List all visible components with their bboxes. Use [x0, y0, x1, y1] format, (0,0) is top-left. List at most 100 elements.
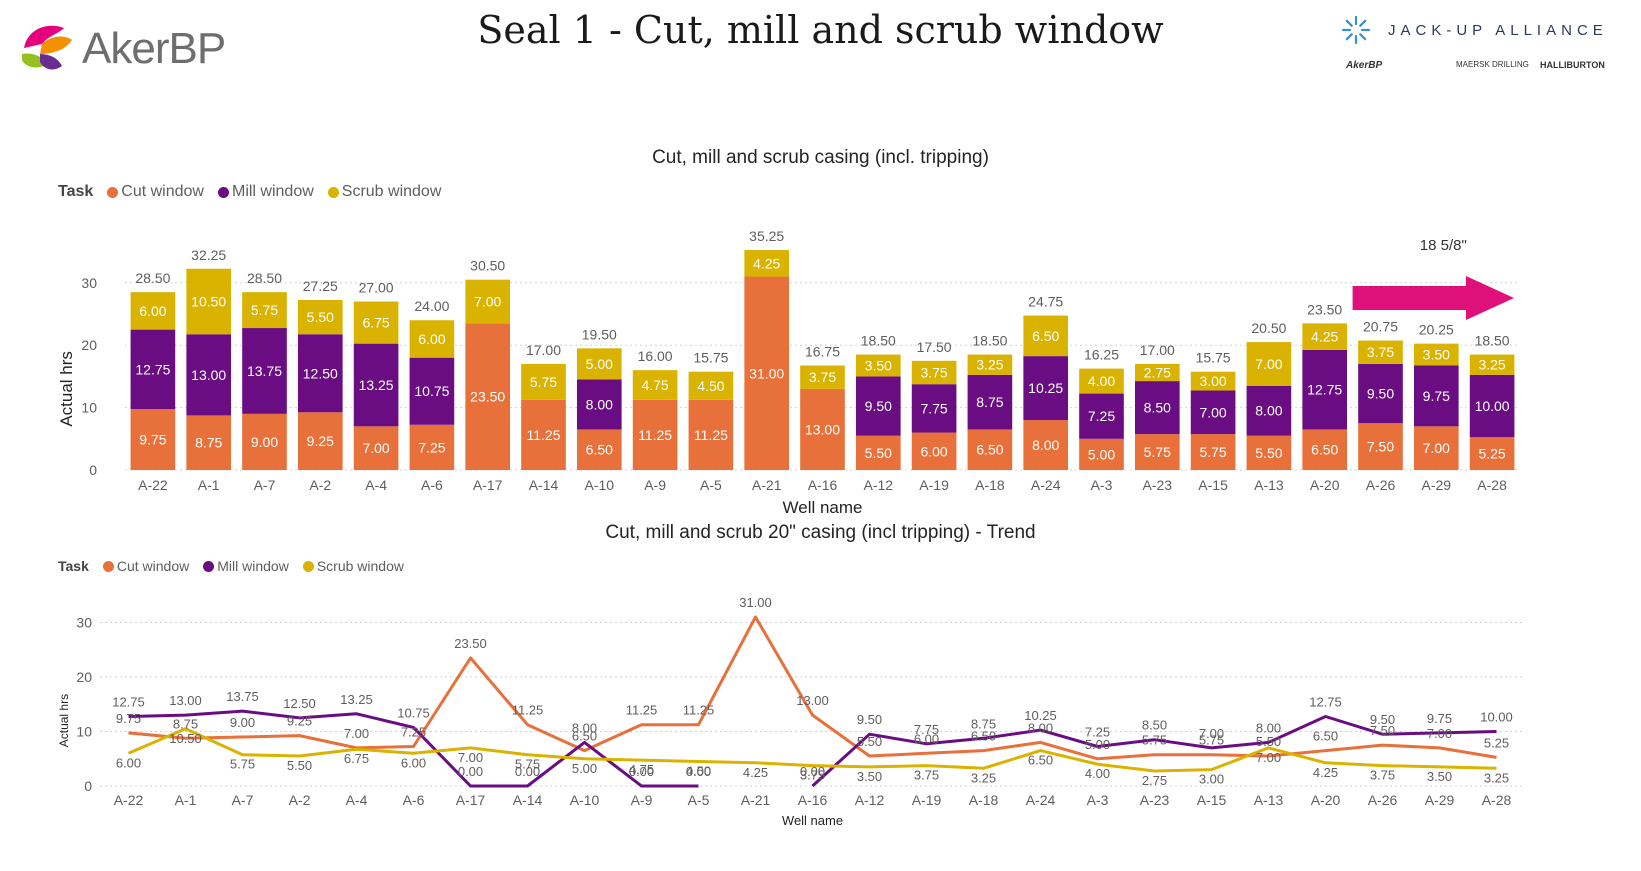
- x-tick-label: A-1: [175, 792, 197, 808]
- data-label-mill: 13.00: [191, 367, 226, 383]
- x-tick-label: A-14: [513, 792, 543, 808]
- x-tick-label: A-9: [644, 477, 666, 493]
- bar-segment-scrub: [186, 268, 232, 335]
- legend-item-mill[interactable]: Mill window: [217, 183, 314, 201]
- bar-total-label: 17.50: [917, 339, 952, 355]
- x-tick-label: A-23: [1143, 477, 1173, 493]
- bar-segment-cut: [130, 409, 176, 470]
- bar-segment-scrub: [1023, 315, 1069, 357]
- bar-segment-cut: [353, 426, 399, 470]
- legend-item-cut[interactable]: Cut window: [107, 183, 204, 201]
- akerbp-logo-mark: [22, 25, 72, 70]
- bar-segment-scrub: [242, 292, 287, 329]
- data-label-cut: 6.00: [920, 443, 947, 459]
- data-label-mill: 9.50: [865, 398, 892, 414]
- data-label-cut: 7.00: [1423, 440, 1450, 456]
- data-label-cut: 23.50: [454, 636, 487, 651]
- data-label-cut: 5.00: [1088, 446, 1115, 462]
- line-chart: 0 10 20 30 Actual hrs Well name A-22 A-1 A-7 A-2 A…: [57, 595, 1525, 828]
- legend-dot-scrub: [327, 186, 339, 198]
- y-tick-label: 0: [84, 778, 92, 794]
- bar-segment-scrub: [1413, 343, 1459, 366]
- data-label-scrub: 3.00: [1199, 373, 1226, 389]
- bar-chart-title: Cut, mill and scrub casing (incl. trippi…: [652, 147, 989, 168]
- data-label-scrub: 4.25: [753, 255, 780, 271]
- x-tick-label: A-29: [1425, 792, 1455, 808]
- x-tick-label: A-4: [346, 792, 368, 808]
- legend-item-scrub[interactable]: Scrub window: [327, 183, 442, 201]
- data-label-mill: 13.75: [247, 363, 282, 379]
- legend-label-scrub: Scrub window: [341, 183, 442, 200]
- legend-item-scrub[interactable]: Scrub window: [302, 558, 404, 574]
- data-label-scrub: 3.50: [1423, 347, 1450, 363]
- x-tick-label: A-22: [138, 477, 168, 493]
- data-label-mill: 13.75: [226, 689, 259, 704]
- x-tick-label: A-9: [631, 792, 653, 808]
- x-tick-label: A-12: [864, 477, 894, 493]
- annotation-arrow: [1352, 276, 1514, 320]
- bar-segment-cut: [1358, 423, 1403, 470]
- bar-segment-scrub: [744, 250, 790, 277]
- legend-label-scrub: Scrub window: [316, 558, 404, 574]
- data-label-scrub: 6.50: [1028, 753, 1053, 768]
- bar-segment-cut: [800, 388, 845, 470]
- legend-label-mill: Mill window: [217, 558, 289, 574]
- data-label-scrub: 4.25: [1313, 765, 1338, 780]
- data-label-cut: 9.00: [251, 434, 278, 450]
- data-label-cut: 8.00: [1028, 720, 1053, 735]
- data-label-scrub: 3.25: [976, 357, 1003, 373]
- bar-segment-mill: [967, 374, 1013, 430]
- bar-segment-scrub: [1134, 363, 1180, 382]
- bar-total-label: 16.25: [1084, 347, 1119, 363]
- bar-segment-cut: [855, 435, 901, 470]
- bar-segment-scrub: [632, 370, 678, 400]
- bar-total-label: 17.00: [526, 342, 561, 358]
- data-label-cut: 8.75: [195, 435, 222, 451]
- bar-segment-mill: [911, 384, 957, 433]
- data-label-mill: 7.75: [920, 400, 947, 416]
- data-label-mill: 9.50: [857, 712, 882, 727]
- data-label-mill: 12.50: [303, 365, 338, 381]
- data-label-scrub: 4.25: [743, 765, 768, 780]
- bar-segment-cut: [1302, 429, 1348, 470]
- x-tick-label: A-10: [570, 792, 600, 808]
- data-label-cut: 9.75: [116, 711, 141, 726]
- data-label-mill: 0.00: [515, 764, 540, 779]
- x-tick-label: A-6: [403, 792, 425, 808]
- bar-segment-mill: [186, 334, 232, 416]
- bar-total-label: 18.50: [1475, 333, 1510, 349]
- data-label-scrub: 7.00: [474, 294, 501, 310]
- bar-total-label: 24.75: [1028, 294, 1063, 310]
- bar-segment-scrub: [855, 354, 901, 377]
- data-label-scrub: 4.50: [697, 378, 724, 394]
- data-label-cut: 31.00: [749, 365, 784, 381]
- legend-title: Task: [58, 558, 89, 574]
- bar-segment-cut: [186, 415, 232, 470]
- line-chart-legend: Task Cut window Mill window Scrub window: [58, 558, 412, 574]
- legend-item-mill[interactable]: Mill window: [203, 558, 289, 574]
- bar-segment-mill: [1023, 356, 1069, 421]
- data-label-scrub: 3.50: [1427, 769, 1452, 784]
- x-tick-label: A-3: [1091, 477, 1113, 493]
- bar-total-label: 24.00: [414, 298, 449, 314]
- bar-segment-cut: [576, 429, 622, 470]
- x-tick-label: A-13: [1254, 792, 1284, 808]
- data-label-cut: 11.25: [638, 427, 672, 443]
- x-tick-label: A-16: [798, 792, 828, 808]
- bar-segment-mill: [1302, 349, 1348, 430]
- data-label-cut: 13.00: [805, 421, 840, 437]
- legend-dot-scrub: [302, 560, 314, 572]
- bar-segment-scrub: [911, 360, 957, 385]
- bar-segment-cut: [632, 399, 678, 470]
- data-label-scrub: 2.75: [1144, 365, 1171, 381]
- data-label-scrub: 3.50: [857, 769, 882, 784]
- legend-item-cut[interactable]: Cut window: [102, 558, 189, 574]
- data-label-mill: 12.75: [1307, 382, 1342, 398]
- y-tick-label: 0: [89, 462, 97, 478]
- data-label-scrub: 4.75: [629, 762, 654, 777]
- line-chart-title: Cut, mill and scrub 20" casing (incl tri…: [605, 522, 1036, 543]
- y-tick-label: 10: [81, 400, 97, 416]
- bar-segment-cut: [1246, 435, 1292, 470]
- data-label-scrub: 3.50: [865, 357, 892, 373]
- legend-dot-cut: [107, 186, 119, 198]
